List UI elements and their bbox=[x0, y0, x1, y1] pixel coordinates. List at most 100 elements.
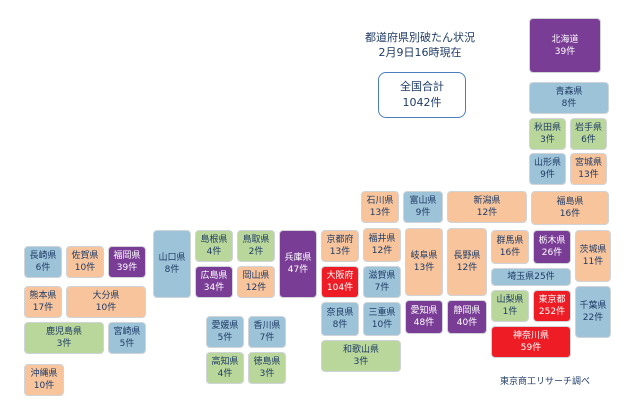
pref-miyazaki: 宮崎県 5件 bbox=[108, 322, 146, 354]
pref-count: 16件 bbox=[499, 248, 521, 258]
pref-oita: 大分県 10件 bbox=[66, 286, 146, 318]
pref-count: 252件 bbox=[538, 307, 566, 317]
pref-count: 17件 bbox=[32, 303, 54, 313]
pref-name: 長野県 bbox=[453, 251, 481, 261]
pref-name-count: 埼玉県25件 bbox=[507, 271, 554, 283]
pref-count: 12件 bbox=[456, 263, 478, 273]
pref-count: 11件 bbox=[582, 257, 604, 267]
source-note: 東京商工リサーチ調べ bbox=[500, 377, 591, 387]
pref-name: 滋賀県 bbox=[368, 271, 396, 281]
pref-nagasaki: 長崎県 6件 bbox=[24, 246, 62, 278]
pref-ishikawa: 石川県 13件 bbox=[361, 191, 399, 223]
pref-name: 福井県 bbox=[368, 234, 396, 244]
pref-count: 3件 bbox=[353, 357, 369, 367]
pref-count: 7件 bbox=[259, 333, 275, 343]
pref-count: 25件 bbox=[534, 272, 555, 282]
pref-yamagata: 山形県 9件 bbox=[529, 153, 566, 185]
pref-shiga: 滋賀県 7件 bbox=[363, 266, 401, 298]
pref-akita: 秋田県 3件 bbox=[529, 118, 566, 150]
pref-hyogo: 兵庫県 47件 bbox=[279, 230, 317, 298]
pref-name: 沖縄県 bbox=[30, 369, 58, 379]
total-label: 全国合計 bbox=[400, 80, 444, 93]
pref-name: 大分県 bbox=[92, 291, 120, 301]
pref-niigata: 新潟県 12件 bbox=[447, 191, 527, 223]
total-value: 1042件 bbox=[402, 96, 442, 109]
pref-count: 10件 bbox=[95, 303, 117, 313]
pref-count: 6件 bbox=[581, 135, 596, 145]
pref-name: 島根県 bbox=[200, 235, 228, 245]
pref-hokkaido: 北海道 39件 bbox=[529, 18, 601, 73]
pref-kyoto: 京都府 13件 bbox=[321, 230, 359, 262]
pref-ibaraki: 茨城県 11件 bbox=[575, 230, 611, 282]
pref-name: 宮崎県 bbox=[113, 327, 141, 337]
pref-name: 山形県 bbox=[533, 158, 561, 168]
pref-yamanashi: 山梨県 1件 bbox=[491, 290, 529, 322]
pref-name: 茨城県 bbox=[579, 245, 607, 255]
pref-count: 5件 bbox=[119, 339, 135, 349]
pref-toyama: 富山県 9件 bbox=[403, 191, 443, 223]
pref-count: 4件 bbox=[217, 369, 233, 379]
pref-name: 愛知県 bbox=[410, 306, 438, 316]
pref-name: 京都府 bbox=[326, 235, 354, 245]
pref-nara: 奈良県 8件 bbox=[321, 302, 359, 336]
pref-yamaguchi: 山口県 8件 bbox=[153, 230, 191, 298]
pref-kanagawa: 神奈川県 59件 bbox=[491, 326, 571, 358]
pref-count: 12件 bbox=[476, 208, 498, 218]
pref-kagawa: 香川県 7件 bbox=[248, 316, 286, 348]
title-line-1: 都道府県別破たん状況 bbox=[365, 31, 475, 44]
pref-name: 神奈川県 bbox=[512, 331, 549, 341]
pref-saitama: 埼玉県25件 bbox=[491, 268, 571, 286]
pref-name: 高知県 bbox=[211, 357, 239, 367]
pref-name: 山梨県 bbox=[496, 295, 524, 305]
pref-gunma: 群馬県 16件 bbox=[491, 230, 529, 264]
pref-name: 岩手県 bbox=[574, 123, 602, 133]
pref-count: 12件 bbox=[245, 283, 267, 293]
pref-count: 9件 bbox=[415, 208, 431, 218]
pref-count: 13件 bbox=[413, 263, 435, 273]
pref-osaka: 大阪府 104件 bbox=[321, 266, 359, 298]
pref-miyagi: 宮城県 13件 bbox=[570, 153, 607, 185]
pref-name: 奈良県 bbox=[326, 308, 354, 318]
pref-aichi: 愛知県 48件 bbox=[405, 300, 443, 334]
pref-name: 広島県 bbox=[200, 271, 228, 281]
pref-count: 9件 bbox=[540, 170, 555, 180]
pref-name: 栃木県 bbox=[538, 236, 566, 246]
pref-count: 8件 bbox=[561, 99, 577, 109]
pref-count: 10件 bbox=[371, 320, 393, 330]
map-title: 都道府県別破たん状況 2月9日16時現在 bbox=[340, 30, 500, 60]
pref-name: 兵庫県 bbox=[284, 253, 312, 263]
pref-name: 福島県 bbox=[556, 197, 584, 207]
pref-count: 104件 bbox=[326, 283, 354, 293]
pref-name: 富山県 bbox=[409, 196, 437, 206]
pref-name: 宮城県 bbox=[574, 158, 602, 168]
pref-count: 47件 bbox=[287, 265, 309, 275]
pref-name: 長崎県 bbox=[29, 251, 57, 261]
pref-count: 39件 bbox=[116, 263, 138, 273]
pref-count: 2件 bbox=[248, 247, 264, 257]
pref-name: 鳥取県 bbox=[242, 235, 270, 245]
pref-count: 13件 bbox=[369, 208, 391, 218]
pref-kagoshima: 鹿児島県 3件 bbox=[24, 322, 104, 354]
pref-count: 4件 bbox=[206, 247, 222, 257]
pref-fukushima: 福島県 16件 bbox=[531, 191, 609, 225]
pref-name: 静岡県 bbox=[453, 306, 481, 316]
pref-name: 石川県 bbox=[366, 196, 394, 206]
pref-name: 和歌山県 bbox=[342, 345, 379, 355]
pref-name: 北海道 bbox=[551, 34, 579, 45]
pref-count: 10件 bbox=[33, 381, 55, 391]
pref-name: 岐阜県 bbox=[410, 251, 438, 261]
pref-okinawa: 沖縄県 10件 bbox=[24, 364, 64, 396]
pref-hiroshima: 広島県 34件 bbox=[195, 266, 233, 298]
pref-mie: 三重県 10件 bbox=[363, 302, 401, 336]
pref-count: 10件 bbox=[74, 263, 96, 273]
pref-count: 3件 bbox=[259, 369, 275, 379]
pref-name: 東京都 bbox=[538, 295, 566, 305]
pref-iwate: 岩手県 6件 bbox=[570, 118, 607, 150]
pref-count: 8件 bbox=[332, 320, 348, 330]
national-total-box: 全国合計 1042件 bbox=[378, 72, 466, 118]
pref-kumamoto: 熊本県 17件 bbox=[24, 286, 62, 318]
pref-ehime: 愛媛県 5件 bbox=[206, 316, 244, 348]
pref-okayama: 岡山県 12件 bbox=[237, 266, 275, 298]
pref-tottori: 鳥取県 2件 bbox=[237, 230, 275, 262]
pref-name: 徳島県 bbox=[253, 357, 281, 367]
